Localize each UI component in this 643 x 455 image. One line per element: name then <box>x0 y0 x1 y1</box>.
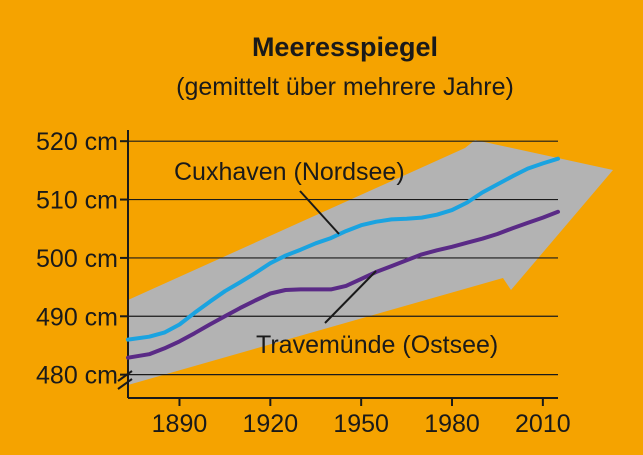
series-line-cuxhaven <box>126 156 560 342</box>
x-tick-label-1980: 1980 <box>424 410 480 438</box>
x-tick-label-1920: 1920 <box>243 410 299 438</box>
axis-break-icon <box>117 370 133 390</box>
x-tick-label-2010: 2010 <box>515 410 571 438</box>
axes <box>127 130 558 399</box>
chart-subtitle: (gemittelt über mehrere Jahre) <box>176 73 514 101</box>
x-tick-label-1950: 1950 <box>333 410 389 438</box>
travemuende-leader-line <box>324 270 377 324</box>
chart-title: Meeresspiegel <box>252 32 438 62</box>
x-axis-ticks: 1890 1920 1950 1980 2010 <box>152 398 571 438</box>
cuxhaven-leader-line <box>299 190 340 235</box>
y-tick-label-490: 490 cm <box>36 303 118 331</box>
x-tick-label-1890: 1890 <box>152 410 208 438</box>
y-tick-label-480: 480 cm <box>36 362 118 390</box>
series-label-travemuende: Travemünde (Ostsee) <box>256 331 498 359</box>
trend-arrow <box>128 140 613 385</box>
y-tick-label-510: 510 cm <box>36 187 118 215</box>
y-tick-label-520: 520 cm <box>36 128 118 156</box>
series-label-cuxhaven: Cuxhaven (Nordsee) <box>174 158 405 186</box>
series-line-travemuende <box>126 209 560 360</box>
gridlines <box>128 140 558 376</box>
y-tick-label-500: 500 cm <box>36 245 118 273</box>
y-axis-ticks: 480 cm 490 cm 500 cm 510 cm 520 cm <box>36 128 128 390</box>
